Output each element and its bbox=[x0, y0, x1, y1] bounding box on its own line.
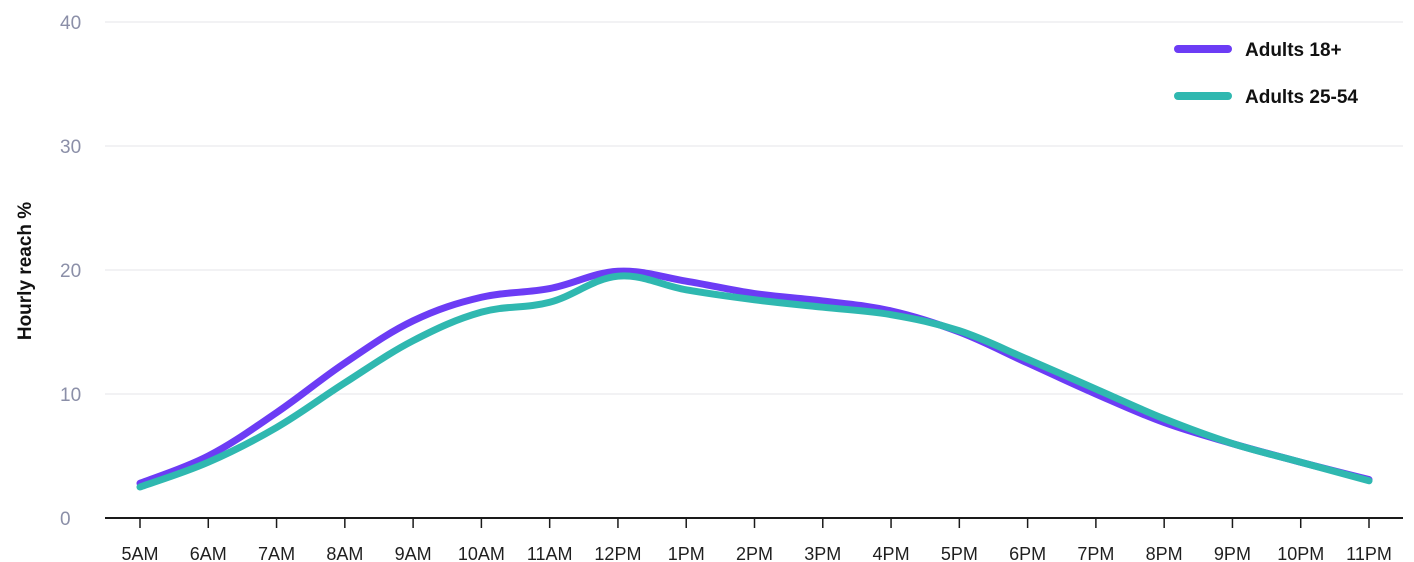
x-tick-label: 10AM bbox=[458, 544, 505, 562]
x-tick-label: 3PM bbox=[804, 544, 841, 562]
x-tick-label: 11PM bbox=[1346, 544, 1392, 562]
gridlines bbox=[105, 21, 1403, 395]
x-tick-label: 6AM bbox=[190, 544, 227, 562]
x-tick-label: 4PM bbox=[873, 544, 910, 562]
x-tick-label: 8PM bbox=[1146, 544, 1183, 562]
y-tick-label: 30 bbox=[60, 137, 81, 158]
x-tick-label: 5AM bbox=[121, 544, 158, 562]
x-tick-label: 7PM bbox=[1077, 544, 1114, 562]
x-tick-label: 7AM bbox=[258, 544, 295, 562]
x-tick-label: 9PM bbox=[1214, 544, 1251, 562]
x-tick-label: 6PM bbox=[1009, 544, 1046, 562]
legend: Adults 18+ Adults 25-54 bbox=[1174, 40, 1358, 108]
x-tick-label: 11AM bbox=[527, 544, 573, 562]
x-tick-label: 5PM bbox=[941, 544, 978, 562]
y-tick-label: 20 bbox=[60, 261, 81, 282]
x-axis-tick-labels: 5AM 6AM 7AM 8AM 9AM 10AM 11AM 12PM 1PM 2PM 3PM 4PM 5… bbox=[121, 544, 1391, 562]
x-tick-label: 10PM bbox=[1277, 544, 1324, 562]
y-tick-label: 10 bbox=[60, 385, 81, 406]
x-tick-label: 12PM bbox=[594, 544, 641, 562]
y-axis-tick-labels: 0 10 20 30 40 bbox=[60, 13, 81, 530]
x-tick-label: 1PM bbox=[668, 544, 705, 562]
series-line-2 bbox=[136, 272, 1373, 491]
y-tick-label: 40 bbox=[60, 13, 81, 34]
y-axis-label: Hourly reach % bbox=[15, 202, 36, 340]
x-tick-label: 9AM bbox=[395, 544, 432, 562]
x-axis bbox=[105, 517, 1403, 528]
series-lines bbox=[136, 267, 1373, 491]
legend-label: Adults 25-54 bbox=[1245, 87, 1358, 108]
legend-label: Adults 18+ bbox=[1245, 40, 1342, 61]
y-tick-label: 0 bbox=[60, 509, 71, 530]
x-tick-label: 8AM bbox=[326, 544, 363, 562]
x-tick-label: 2PM bbox=[736, 544, 773, 562]
